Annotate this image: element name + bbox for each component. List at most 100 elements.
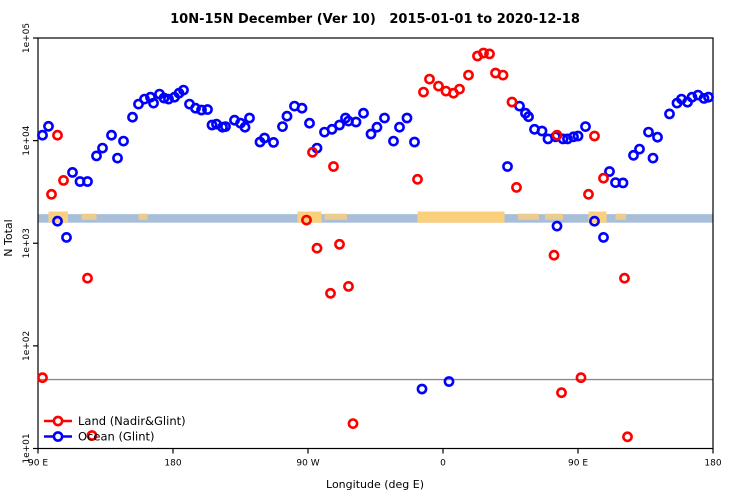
data-point-ocean: [106, 129, 117, 141]
data-point-ocean: [127, 111, 138, 123]
legend-layer: Land (Nadir&Glint) Ocean (Glint): [44, 414, 186, 444]
data-point-ocean: [580, 121, 591, 132]
data-point-ocean: [652, 131, 663, 143]
data-point-land: [46, 188, 57, 200]
data-point-ocean: [443, 376, 455, 387]
data-point-land: [506, 96, 518, 108]
data-point-ocean: [244, 112, 255, 124]
x-axis-title: Longitude (deg E): [326, 478, 424, 491]
data-point-ocean: [158, 92, 170, 104]
legend-item-label: Land (Nadir&Glint): [78, 414, 186, 428]
data-point-land: [548, 249, 560, 261]
data-point-ocean: [388, 135, 399, 147]
data-point-ocean: [664, 108, 675, 120]
data-point-land: [307, 146, 318, 158]
map-strip-layer: [38, 211, 713, 223]
y-tick-label: 1e+05: [22, 23, 32, 53]
y-tick-label: 1e+04: [22, 125, 32, 156]
data-point-ocean: [568, 131, 579, 143]
data-point-ocean: [523, 111, 534, 123]
data-point-ocean: [268, 136, 279, 148]
data-point-ocean: [304, 117, 315, 129]
map-strip-land: [324, 213, 347, 220]
data-point-ocean: [281, 110, 293, 122]
chart-title: 10N-15N December (Ver 10) 2015-01-01 to …: [170, 12, 580, 27]
map-strip-land: [417, 211, 505, 223]
data-point-land: [551, 129, 563, 141]
data-point-land: [484, 48, 495, 60]
map-strip-land: [545, 213, 563, 220]
data-point-ocean: [647, 152, 659, 164]
map-strip-ocean: [38, 214, 713, 223]
data-point-land: [497, 69, 509, 81]
data-point-ocean: [296, 102, 308, 114]
data-point-land: [418, 86, 429, 98]
data-point-ocean: [703, 91, 714, 103]
data-point-land: [589, 130, 600, 142]
data-point-ocean: [350, 116, 362, 128]
data-point-land: [301, 214, 312, 226]
data-point-ocean: [634, 143, 645, 155]
data-point-land: [511, 181, 522, 193]
x-tick-label: 0: [440, 459, 446, 469]
data-point-ocean: [43, 120, 54, 132]
data-point-ocean: [202, 104, 213, 115]
data-point-ocean: [148, 97, 159, 109]
map-strip-land: [615, 213, 626, 220]
data-point-ocean: [67, 166, 78, 178]
data-point-land: [347, 418, 359, 429]
data-point-ocean: [617, 177, 629, 189]
data-point-land: [412, 173, 423, 185]
data-point-ocean: [358, 107, 369, 119]
data-point-ocean: [326, 123, 338, 135]
data-point-ocean: [61, 231, 72, 243]
data-point-ocean: [163, 93, 174, 105]
data-points-layer: [37, 47, 714, 443]
data-point-land: [583, 188, 594, 200]
data-point-ocean: [139, 93, 150, 105]
data-point-land: [37, 372, 48, 384]
data-point-land: [82, 272, 93, 284]
data-point-ocean: [416, 383, 428, 395]
data-point-ocean: [551, 220, 563, 232]
data-point-ocean: [118, 135, 129, 147]
legend-marker-circle: [52, 415, 64, 427]
data-point-land: [619, 272, 630, 284]
data-point-ocean: [604, 166, 615, 177]
data-point-ocean: [379, 112, 390, 124]
data-point-land: [575, 372, 587, 384]
legend-marker-circle: [52, 431, 64, 442]
y-tick-label: 1e+01: [22, 433, 32, 463]
data-point-ocean: [239, 121, 251, 133]
data-point-ocean: [37, 129, 48, 141]
data-point-ocean: [196, 104, 207, 116]
data-point-ocean: [394, 121, 405, 133]
data-point-ocean: [365, 128, 377, 140]
data-point-land: [58, 174, 69, 186]
data-point-ocean: [628, 149, 639, 161]
data-point-land: [424, 73, 435, 85]
data-point-ocean: [178, 84, 189, 96]
x-tick-label: 180: [704, 459, 721, 469]
data-point-land: [622, 431, 633, 443]
data-point-ocean: [502, 161, 513, 172]
data-point-ocean: [220, 121, 231, 132]
data-point-ocean: [190, 102, 201, 114]
data-point-ocean: [206, 119, 218, 131]
data-point-ocean: [572, 130, 584, 142]
data-point-ocean: [82, 176, 93, 187]
map-strip-land: [81, 213, 97, 220]
data-point-land: [463, 69, 474, 81]
data-point-land: [86, 430, 98, 441]
data-point-ocean: [589, 215, 600, 227]
x-tick-label: 180: [164, 459, 181, 469]
data-point-ocean: [643, 126, 654, 138]
data-point-ocean: [409, 136, 420, 148]
data-point-ocean: [686, 91, 698, 103]
data-point-ocean: [112, 152, 123, 164]
data-point-ocean: [536, 125, 548, 137]
data-point-ocean: [52, 215, 63, 227]
x-tick-label: 90 W: [296, 459, 319, 469]
